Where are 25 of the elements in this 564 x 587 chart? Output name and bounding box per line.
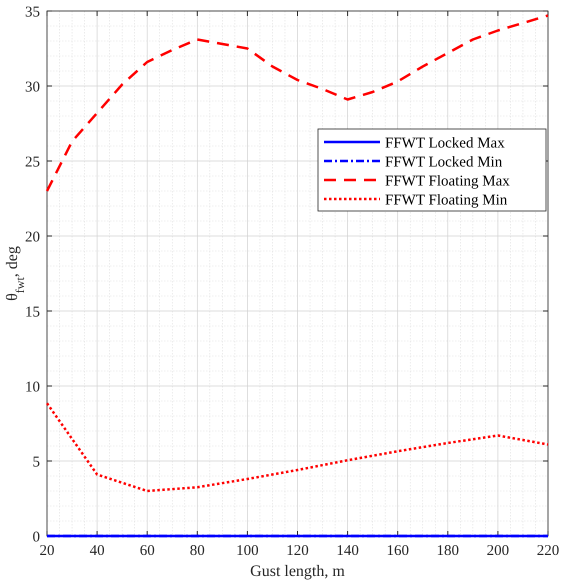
y-tick-label: 25 [25,154,40,170]
legend-label: FFWT Floating Max [385,173,510,190]
x-tick-label: 120 [286,543,309,559]
y-tick-label: 10 [25,379,40,396]
x-tick-label: 40 [90,543,105,559]
x-tick-label: 140 [336,543,359,559]
legend-label: FFWT Floating Min [385,192,508,208]
x-tick-label: 220 [536,543,560,559]
x-axis-title: Gust length, m [250,563,346,580]
x-tick-label: 160 [386,543,409,559]
x-tick-label: 100 [236,543,259,559]
x-tick-label: 60 [140,543,155,559]
legend-label: FFWT Locked Max [385,135,506,152]
line-series [46,14,550,192]
y-tick-label: 35 [25,4,40,20]
line-series [46,402,550,492]
x-tick-label: 180 [436,543,460,559]
y-tick-label: 15 [25,304,40,320]
y-tick-label: 30 [25,79,40,96]
y-tick-label: 5 [32,454,40,470]
y-tick-label: 20 [25,229,40,246]
x-tick-label: 200 [486,543,510,559]
x-tick-label: 80 [190,543,205,559]
y-tick-label: 0 [32,529,40,546]
legend-label: FFWT Locked Min [385,154,503,170]
